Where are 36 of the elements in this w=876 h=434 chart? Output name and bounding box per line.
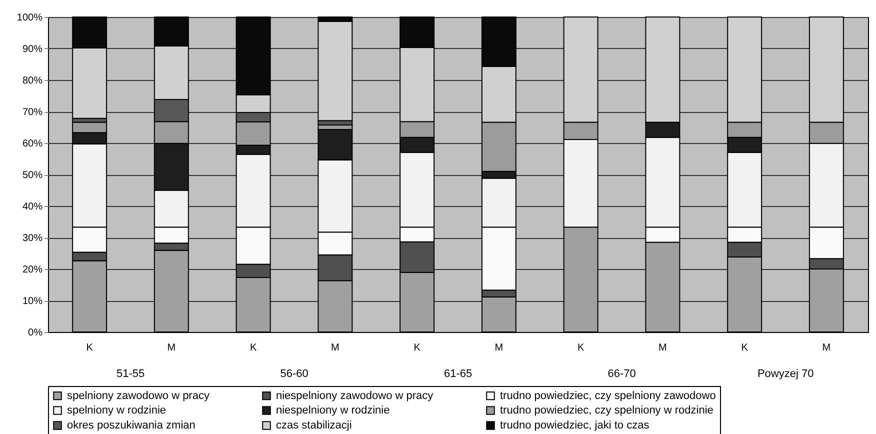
y-tick-label: 20% bbox=[22, 264, 43, 276]
x-tick-label: K bbox=[741, 342, 748, 354]
x-tick-label: K bbox=[86, 342, 94, 354]
y-tick-label: 80% bbox=[22, 76, 43, 86]
y-tick-label: 100% bbox=[16, 12, 43, 24]
x-tick-label: M bbox=[658, 342, 667, 354]
y-tick-label: 30% bbox=[22, 233, 43, 244]
y-tick-label: 0% bbox=[28, 328, 43, 338]
text: Powyzej 70 bbox=[757, 368, 814, 380]
legend-label: spelniony zawodowo w pracy bbox=[67, 390, 210, 402]
y-tick-label: 40% bbox=[22, 202, 43, 212]
legend-label: okres poszukiwania zmian bbox=[67, 420, 196, 432]
legend-label: czas stabilizacji bbox=[276, 420, 352, 432]
legend-label: trudno powiedziec, czy spelniony w rodzinie bbox=[500, 404, 714, 416]
legend-label: trudno powiedziec, jaki to czas bbox=[500, 420, 650, 432]
text: 56-60 bbox=[280, 368, 308, 380]
y-tick-label: 90% bbox=[22, 44, 43, 55]
legend-label: spelniony w rodzinie bbox=[67, 404, 166, 416]
y-tick-label: 10% bbox=[22, 296, 43, 307]
x-tick-label: M bbox=[167, 342, 176, 354]
y-tick-label: 60% bbox=[22, 138, 43, 150]
x-tick-label: K bbox=[577, 342, 584, 354]
x-tick-label: K bbox=[414, 342, 421, 354]
x-tick-label: M bbox=[822, 342, 831, 354]
text: 61-65 bbox=[444, 368, 472, 380]
legend-label: trudno powiedziec, czy spelniony zawodowo bbox=[500, 390, 716, 402]
legend-label: niespelniony w rodzinie bbox=[276, 404, 390, 416]
legend-label: niespelniony zawodowo w pracy bbox=[276, 390, 434, 402]
x-tick-label: K bbox=[250, 342, 257, 354]
x-tick-label: M bbox=[331, 342, 340, 354]
y-tick-label: 50% bbox=[22, 170, 43, 181]
x-tick-label: M bbox=[494, 342, 504, 354]
text: 66-70 bbox=[608, 368, 636, 380]
text: 51-55 bbox=[116, 368, 145, 380]
y-tick-label: 70% bbox=[22, 107, 43, 118]
bar bbox=[318, 20, 353, 122]
